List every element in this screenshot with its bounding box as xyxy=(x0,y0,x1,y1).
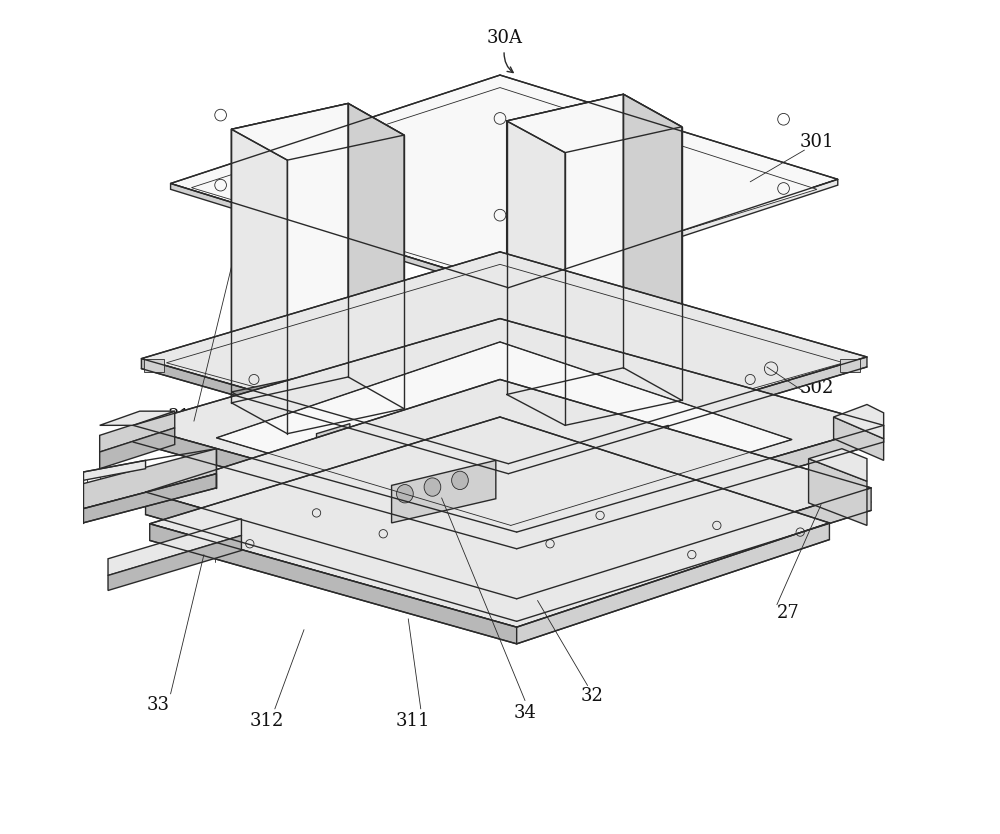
Polygon shape xyxy=(231,103,404,160)
Ellipse shape xyxy=(397,485,413,503)
Polygon shape xyxy=(100,411,175,452)
Text: 312: 312 xyxy=(249,712,284,731)
Polygon shape xyxy=(317,424,350,527)
Polygon shape xyxy=(146,492,517,621)
Polygon shape xyxy=(108,519,241,575)
Text: 311: 311 xyxy=(395,712,430,731)
Polygon shape xyxy=(231,367,404,423)
Text: 33: 33 xyxy=(147,696,170,714)
Bar xyxy=(840,359,860,372)
Polygon shape xyxy=(517,425,884,549)
Polygon shape xyxy=(146,379,871,599)
Text: 32: 32 xyxy=(580,687,603,706)
Polygon shape xyxy=(507,368,682,425)
Polygon shape xyxy=(508,357,867,474)
Text: 34: 34 xyxy=(514,704,536,722)
Polygon shape xyxy=(231,377,404,434)
Polygon shape xyxy=(809,459,867,525)
Polygon shape xyxy=(100,411,175,425)
Polygon shape xyxy=(133,319,884,532)
Polygon shape xyxy=(517,488,871,621)
Bar xyxy=(144,359,164,372)
Polygon shape xyxy=(231,129,287,434)
Polygon shape xyxy=(507,94,623,394)
Ellipse shape xyxy=(424,478,441,496)
Polygon shape xyxy=(508,417,543,521)
Polygon shape xyxy=(507,121,565,425)
Polygon shape xyxy=(133,425,517,549)
Polygon shape xyxy=(633,425,668,530)
Ellipse shape xyxy=(452,471,468,490)
Polygon shape xyxy=(623,94,682,400)
Polygon shape xyxy=(100,428,175,469)
Polygon shape xyxy=(141,252,867,464)
Polygon shape xyxy=(150,524,517,644)
Polygon shape xyxy=(348,103,404,409)
Polygon shape xyxy=(518,101,672,150)
Polygon shape xyxy=(809,449,867,481)
Text: 301: 301 xyxy=(800,133,834,151)
Polygon shape xyxy=(108,535,241,590)
Polygon shape xyxy=(83,474,216,523)
Text: 302: 302 xyxy=(800,379,834,397)
Polygon shape xyxy=(392,460,496,523)
Polygon shape xyxy=(171,75,838,288)
Polygon shape xyxy=(83,460,146,480)
Polygon shape xyxy=(508,179,838,294)
Polygon shape xyxy=(337,424,400,500)
Polygon shape xyxy=(231,103,348,403)
Polygon shape xyxy=(150,417,829,627)
Text: 27: 27 xyxy=(776,604,799,622)
Polygon shape xyxy=(141,359,508,474)
Polygon shape xyxy=(171,183,508,294)
Polygon shape xyxy=(191,88,817,284)
Polygon shape xyxy=(507,357,682,414)
Polygon shape xyxy=(517,523,829,644)
Polygon shape xyxy=(834,404,884,439)
Text: 31: 31 xyxy=(167,408,190,426)
Polygon shape xyxy=(507,94,682,153)
Polygon shape xyxy=(508,421,567,500)
Polygon shape xyxy=(834,417,884,460)
Polygon shape xyxy=(166,264,844,457)
Text: 30A: 30A xyxy=(486,28,522,47)
Polygon shape xyxy=(216,342,792,525)
Polygon shape xyxy=(243,110,393,158)
Polygon shape xyxy=(83,449,216,509)
